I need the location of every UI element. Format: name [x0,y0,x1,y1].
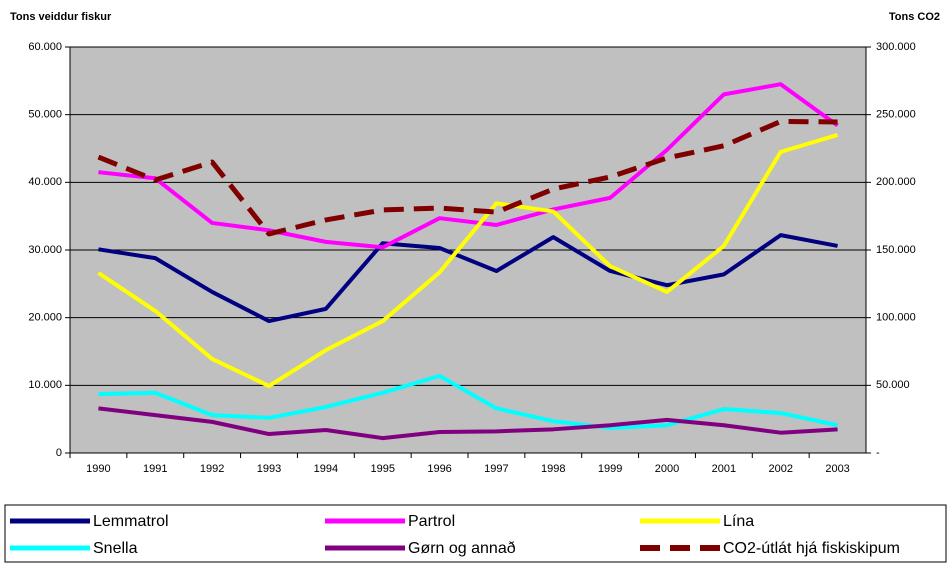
series-line [97,118,838,237]
series-line [98,406,838,441]
y2-tick-label: 250.000 [876,109,916,121]
x-tick-label: 1990 [86,463,110,475]
x-tick-label: 1996 [427,463,451,475]
y-tick-label: 20.000 [28,312,62,324]
y2-axis-label: Tons CO2 [889,11,940,23]
y2-tick-label: 200.000 [876,176,916,188]
x-tick-label: 1998 [541,463,565,475]
x-tick-label: 1992 [200,463,224,475]
legend-label: CO2-útlát hjá fiskiskipum [723,540,900,557]
series-line [98,233,838,324]
legend-label: Lemmatrol [93,513,169,530]
x-tick-label: 1995 [370,463,394,475]
x-tick-label: 2003 [825,463,849,475]
x-tick-label: 1999 [598,463,622,475]
series-line [97,133,839,389]
x-tick-label: 1991 [143,463,167,475]
x-tick-label: 1993 [257,463,281,475]
series-line [98,82,839,250]
legend-label: Snella [93,540,138,557]
x-tick-label: 1994 [314,463,338,475]
y-axis-label: Tons veiddur fiskur [10,11,112,23]
y-tick-label: 40.000 [28,176,62,188]
legend-label: Gørn og annað [408,540,516,557]
x-tick-label: 2002 [768,463,792,475]
y2-tick-label: 300.000 [876,41,916,53]
y2-tick-label: 100.000 [876,312,916,324]
x-tick-label: 2001 [712,463,736,475]
y-tick-label: 60.000 [28,41,62,53]
series-line [98,373,838,430]
x-tick-label: 2000 [655,463,679,475]
y2-tick-label: 150.000 [876,244,916,256]
legend-label: Lína [723,513,754,530]
y2-tick-label: 50.000 [876,379,910,391]
y-tick-label: 10.000 [28,379,62,391]
legend-box [4,504,947,563]
y-tick-label: 50.000 [28,109,62,121]
y-tick-label: 30.000 [28,244,62,256]
y-tick-label: 0 [56,447,62,459]
legend-label: Partrol [408,513,455,530]
x-tick-label: 1997 [484,463,508,475]
y2-tick-label: - [876,447,880,459]
